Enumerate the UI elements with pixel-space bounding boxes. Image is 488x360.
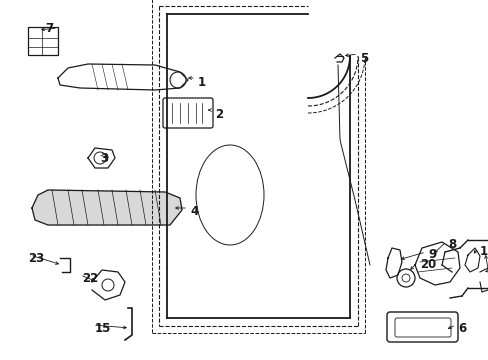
- Text: 22: 22: [82, 272, 98, 285]
- Text: 23: 23: [28, 252, 44, 265]
- Text: 2: 2: [215, 108, 223, 121]
- Text: 9: 9: [427, 248, 435, 261]
- Text: 4: 4: [190, 205, 198, 218]
- Text: 7: 7: [45, 22, 53, 35]
- Text: 8: 8: [447, 238, 455, 251]
- Bar: [28, 27, 58, 55]
- Text: 15: 15: [95, 322, 111, 335]
- Text: 5: 5: [359, 52, 367, 65]
- Text: 1: 1: [198, 76, 206, 89]
- Text: 6: 6: [457, 322, 465, 335]
- Polygon shape: [32, 190, 182, 225]
- Text: 3: 3: [100, 152, 108, 165]
- Text: 20: 20: [419, 258, 435, 271]
- Text: 11: 11: [479, 245, 488, 258]
